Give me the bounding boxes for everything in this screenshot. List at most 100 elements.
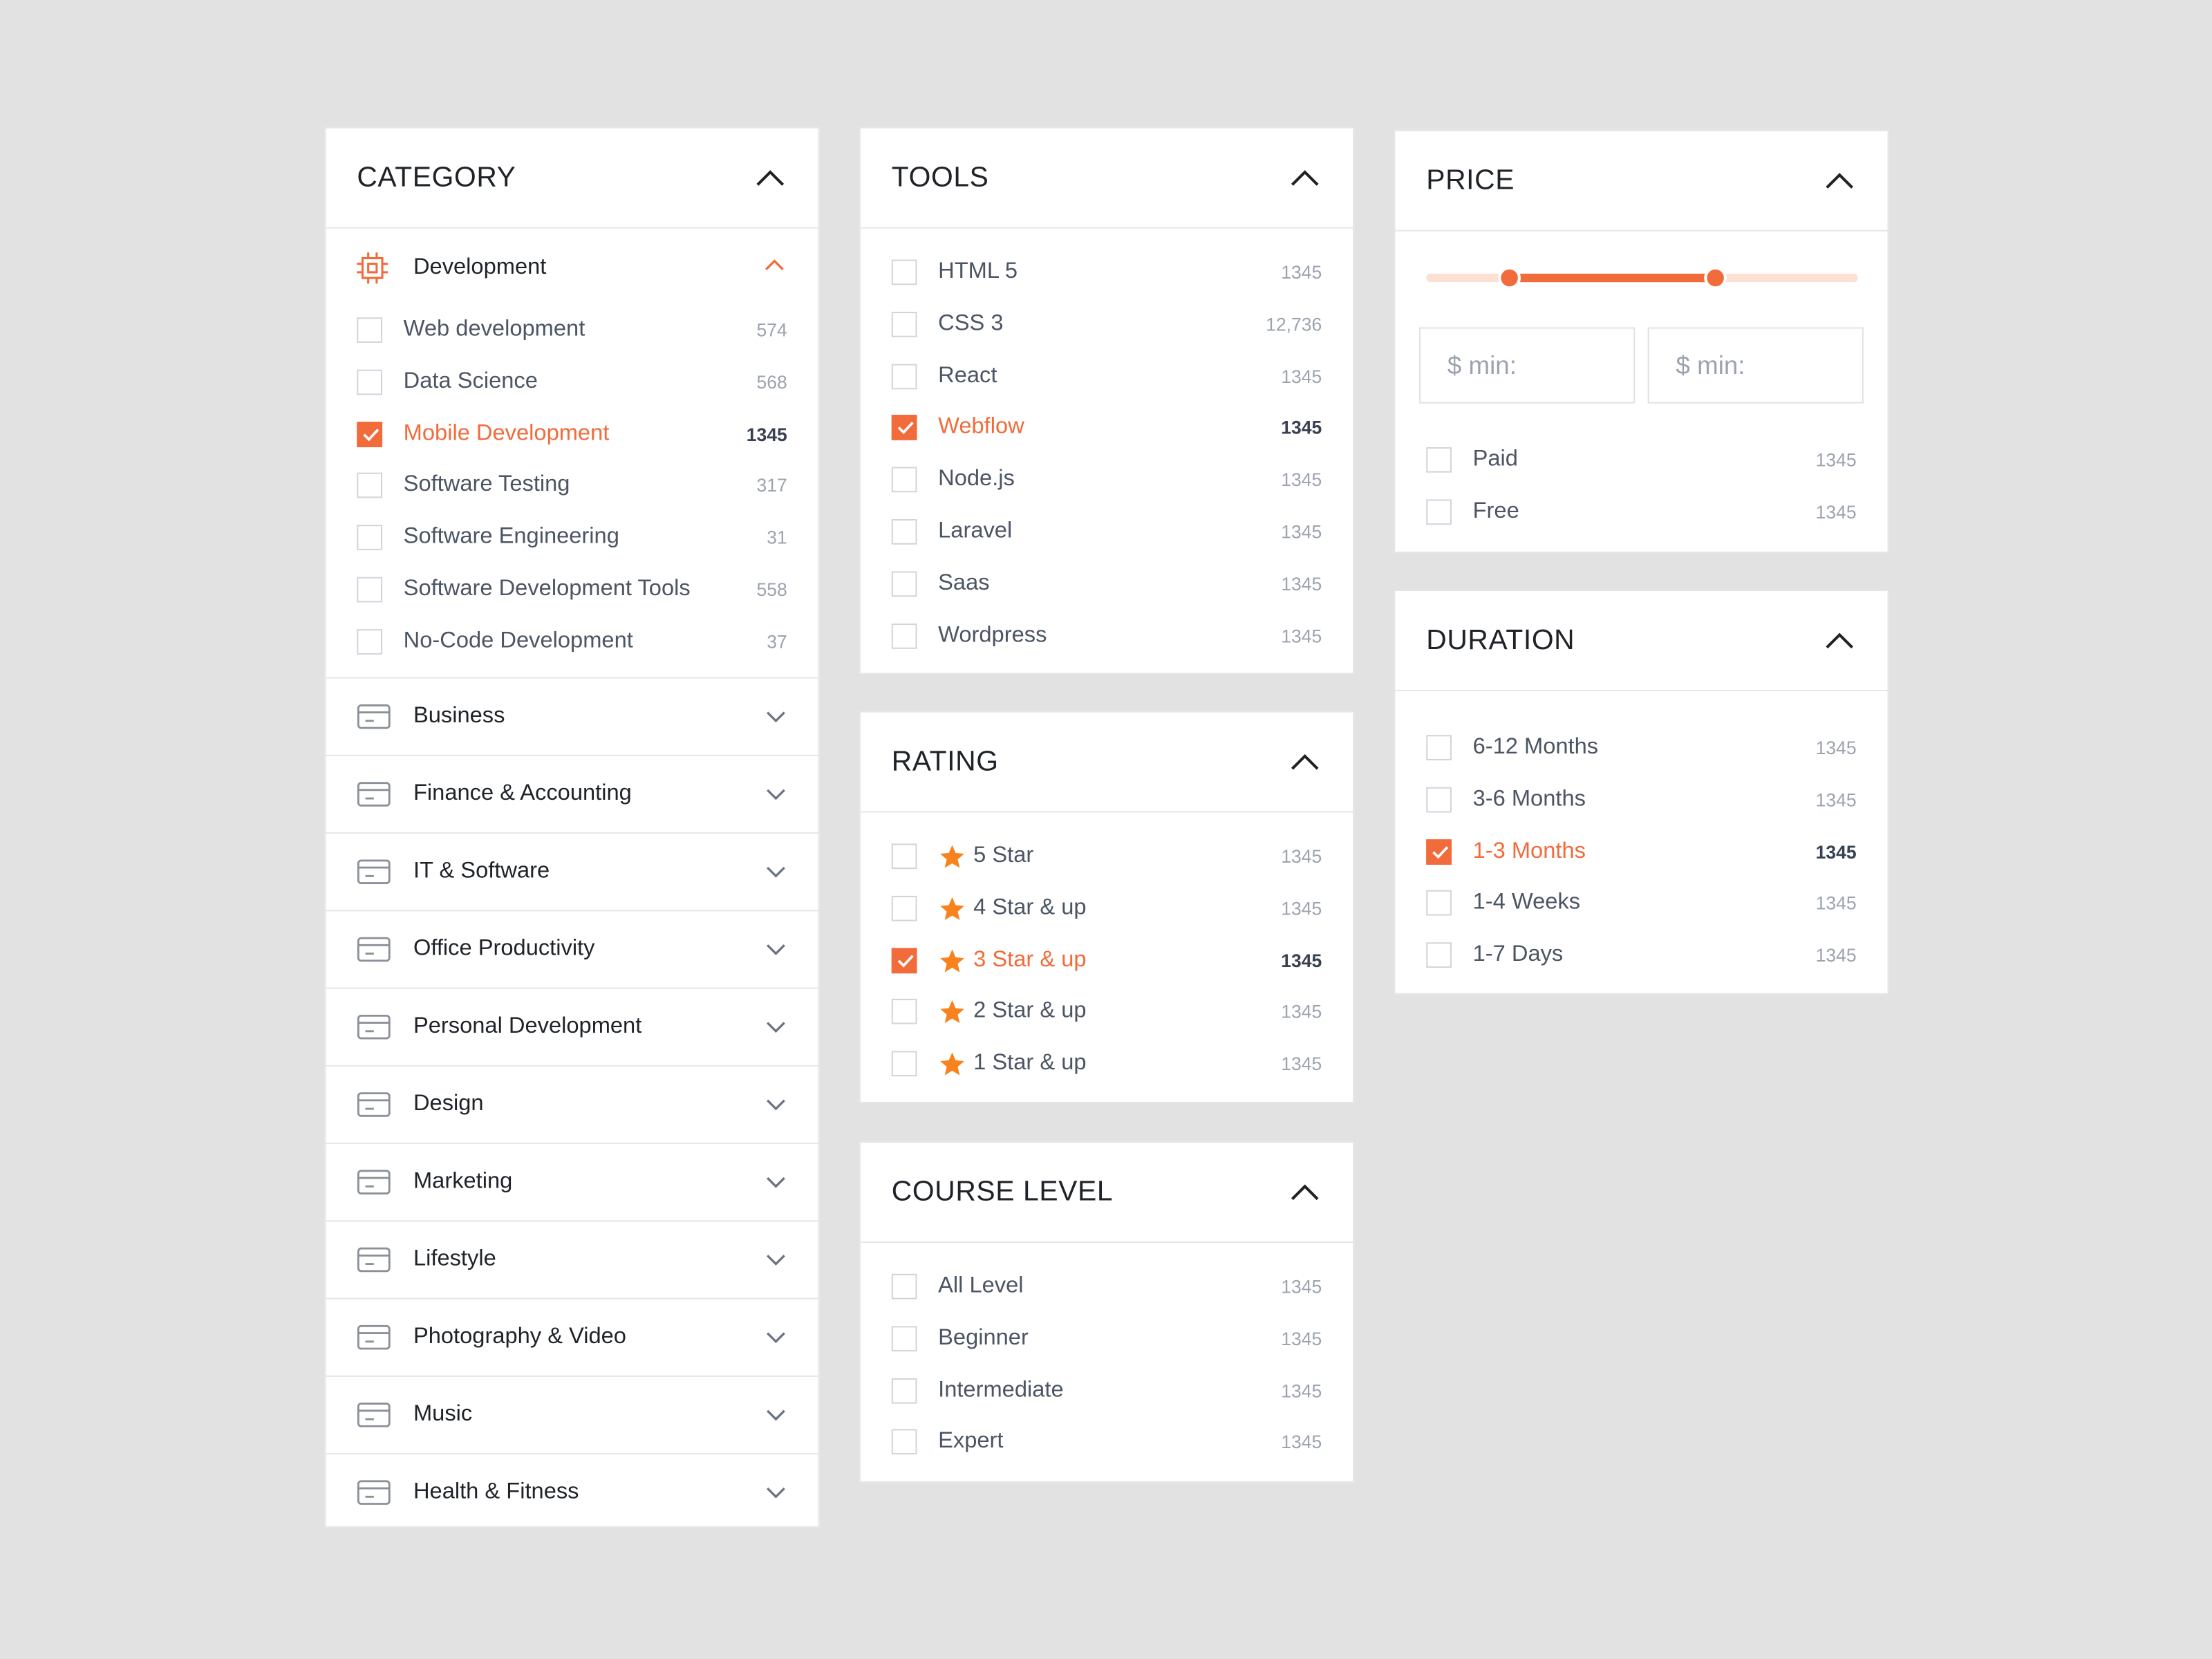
option-label[interactable]: Saas	[938, 571, 990, 595]
checkbox[interactable]	[891, 363, 917, 389]
checkbox[interactable]	[1426, 838, 1452, 865]
collapse-toggle[interactable]	[1291, 169, 1319, 186]
category-label[interactable]: Development	[413, 255, 547, 280]
option-label[interactable]: 1-4 Weeks	[1472, 890, 1581, 915]
checkbox[interactable]	[891, 623, 917, 648]
checkbox[interactable]	[357, 577, 383, 603]
expand-toggle[interactable]	[766, 944, 786, 955]
checkbox[interactable]	[891, 947, 917, 973]
checkbox[interactable]	[1426, 942, 1452, 968]
checkbox[interactable]	[891, 415, 917, 441]
category-label[interactable]: Finance & Accounting	[413, 781, 632, 806]
option-label[interactable]: Beginner	[938, 1325, 1029, 1350]
option-label[interactable]: Wordpress	[938, 623, 1047, 647]
divider	[1395, 229, 1888, 232]
price-input[interactable]: $ min:	[1647, 327, 1864, 404]
option-label[interactable]: Paid	[1472, 447, 1518, 471]
category-label[interactable]: Marketing	[413, 1169, 513, 1194]
option-label[interactable]: 6-12 Months	[1472, 735, 1599, 759]
option-label[interactable]: 4 Star & up	[973, 895, 1087, 920]
panel-title: CATEGORY	[357, 162, 516, 194]
checkbox[interactable]	[891, 843, 917, 870]
checkbox[interactable]	[1426, 735, 1452, 760]
option-label[interactable]: 1 Star & up	[973, 1051, 1087, 1076]
category-label[interactable]: Business	[413, 704, 505, 729]
checkbox[interactable]	[891, 1430, 917, 1455]
option-label[interactable]: 1-7 Days	[1472, 942, 1564, 967]
category-label[interactable]: Lifestyle	[413, 1247, 496, 1271]
option-label[interactable]: No-Code Development	[403, 628, 633, 653]
option-label[interactable]: 5 Star	[973, 843, 1034, 868]
checkbox[interactable]	[891, 1325, 917, 1351]
checkbox[interactable]	[891, 1378, 917, 1403]
option-label[interactable]: Node.js	[938, 467, 1015, 491]
category-label[interactable]: Office Productivity	[413, 937, 595, 961]
checkbox[interactable]	[891, 1051, 917, 1077]
checkbox[interactable]	[891, 259, 917, 285]
checkbox[interactable]	[357, 525, 383, 551]
option-count: 1345	[1815, 449, 1857, 471]
option-label[interactable]: Software Testing	[403, 473, 570, 498]
checkbox[interactable]	[891, 467, 917, 493]
expand-toggle[interactable]	[766, 711, 786, 723]
expand-toggle[interactable]	[766, 1099, 786, 1111]
checkbox[interactable]	[891, 895, 917, 921]
option-label[interactable]: 3-6 Months	[1472, 787, 1586, 812]
checkbox[interactable]	[357, 628, 383, 655]
option-label[interactable]: React	[938, 363, 997, 388]
checkbox[interactable]	[357, 473, 383, 499]
price-input[interactable]: $ min:	[1419, 327, 1635, 404]
option-label[interactable]: Software Development Tools	[403, 577, 691, 601]
collapse-toggle[interactable]	[1291, 753, 1319, 770]
option-label[interactable]: Web development	[403, 317, 585, 341]
category-label[interactable]: Photography & Video	[413, 1324, 626, 1349]
expand-toggle[interactable]	[766, 1254, 786, 1266]
option-label[interactable]: 2 Star & up	[973, 999, 1087, 1024]
category-label[interactable]: Design	[413, 1091, 484, 1116]
checkbox[interactable]	[1426, 787, 1452, 813]
checkbox[interactable]	[1426, 447, 1452, 473]
checkbox[interactable]	[357, 369, 383, 395]
option-label[interactable]: CSS 3	[938, 311, 1004, 336]
option-label[interactable]: Intermediate	[938, 1378, 1064, 1402]
expand-toggle[interactable]	[766, 789, 786, 800]
collapse-toggle[interactable]	[1291, 1183, 1319, 1201]
checkbox[interactable]	[891, 999, 917, 1025]
star-icon	[940, 948, 964, 972]
collapse-toggle[interactable]	[765, 259, 785, 276]
category-icon	[357, 252, 388, 284]
option-label[interactable]: All Level	[938, 1273, 1024, 1298]
checkbox[interactable]	[891, 571, 917, 597]
option-label[interactable]: Expert	[938, 1430, 1004, 1454]
option-label[interactable]: 3 Star & up	[973, 947, 1087, 972]
category-label[interactable]: Personal Development	[413, 1014, 642, 1039]
expand-toggle[interactable]	[766, 1487, 786, 1499]
expand-toggle[interactable]	[766, 1022, 786, 1033]
collapse-toggle[interactable]	[756, 169, 785, 186]
option-label[interactable]: HTML 5	[938, 259, 1018, 284]
option-label[interactable]: Mobile Development	[403, 421, 610, 446]
option-label[interactable]: Software Engineering	[403, 525, 619, 550]
expand-toggle[interactable]	[766, 866, 786, 878]
category-label[interactable]: Health & Fitness	[413, 1479, 579, 1504]
option-label[interactable]: 1-3 Months	[1472, 838, 1586, 863]
collapse-toggle[interactable]	[1826, 172, 1854, 189]
option-label[interactable]: Webflow	[938, 415, 1024, 440]
checkbox[interactable]	[1426, 499, 1452, 525]
checkbox[interactable]	[891, 311, 917, 337]
expand-toggle[interactable]	[766, 1332, 786, 1344]
checkbox[interactable]	[1426, 890, 1452, 917]
option-label[interactable]: Data Science	[403, 369, 538, 393]
category-label[interactable]: IT & Software	[413, 859, 550, 883]
category-label[interactable]: Music	[413, 1402, 473, 1427]
checkbox[interactable]	[891, 1273, 917, 1300]
collapse-toggle[interactable]	[1826, 632, 1854, 649]
option-label[interactable]: Free	[1472, 499, 1519, 523]
checkbox[interactable]	[891, 519, 917, 545]
range-slider[interactable]	[1426, 266, 1858, 290]
expand-toggle[interactable]	[766, 1177, 786, 1188]
expand-toggle[interactable]	[766, 1409, 786, 1421]
option-label[interactable]: Laravel	[938, 519, 1013, 543]
checkbox[interactable]	[357, 421, 383, 447]
checkbox[interactable]	[357, 317, 383, 343]
